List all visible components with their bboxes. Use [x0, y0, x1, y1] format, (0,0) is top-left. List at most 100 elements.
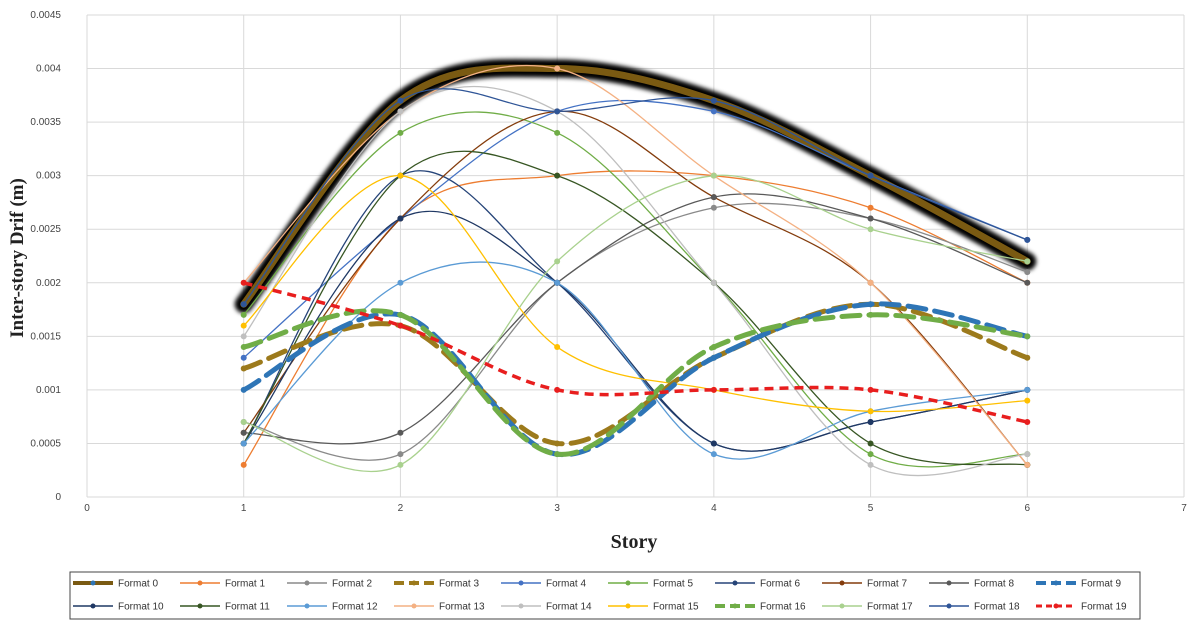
legend-label: Format 16: [760, 602, 806, 613]
legend-marker: [839, 580, 845, 586]
legend-item: Format 13: [394, 602, 485, 613]
series-format-10-point: [397, 215, 404, 222]
series-format-18-point: [1024, 236, 1031, 243]
legend-marker: [625, 603, 631, 609]
series-format-15-point: [867, 408, 874, 415]
series-format-2-point: [1024, 269, 1031, 276]
series-format-18-point: [710, 97, 717, 104]
series-format-18-point: [240, 301, 247, 308]
x-tick-label: 0: [84, 503, 90, 514]
y-tick-label: 0.003: [36, 171, 61, 182]
series-format-19-point: [710, 386, 717, 393]
series-format-16-point: [397, 311, 404, 318]
series-format-0-line: [240, 64, 1031, 308]
legend-item: Format 8: [929, 579, 1014, 590]
series-format-18-line: [243, 88, 1028, 305]
legend-marker: [946, 580, 952, 586]
y-tick-label: 0.0015: [30, 331, 61, 342]
legend: Format 0 Format 1 Format 2 Format 3 Format 4…: [69, 571, 1141, 620]
legend-item: Format 18: [929, 602, 1020, 613]
series-format-8-point: [240, 429, 247, 436]
series-format-15-point: [554, 344, 561, 351]
series-format-2-point: [710, 204, 717, 211]
legend-label: Format 0: [118, 579, 158, 590]
series-format-15-line: [243, 175, 1028, 413]
series-format-19-point: [397, 322, 404, 329]
legend-label: Format 4: [546, 579, 586, 590]
series-format-9-point: [240, 386, 247, 393]
legend-item: Format 0: [73, 579, 158, 590]
series-format-9-point: [710, 354, 717, 361]
series-format-15-point: [397, 172, 404, 179]
series-format-8-point: [397, 429, 404, 436]
legend-label: Format 10: [118, 602, 164, 613]
legend-label: Format 2: [332, 579, 372, 590]
legend-item: Format 10: [73, 602, 164, 613]
legend-label: Format 7: [867, 579, 907, 590]
legend-marker: [411, 580, 417, 586]
series-format-12-point: [1024, 386, 1031, 393]
y-tick-label: 0.002: [36, 278, 61, 289]
legend-item: Format 15: [608, 602, 699, 613]
legend-item: Format 14: [501, 602, 592, 613]
legend-marker: [518, 580, 524, 586]
series-format-14-point: [397, 108, 404, 115]
series-format-14-point: [1024, 451, 1031, 458]
x-tick-label: 5: [868, 503, 874, 514]
y-tick-label: 0.001: [36, 385, 61, 396]
series-format-8-point: [710, 194, 717, 201]
x-tick-label: 4: [711, 503, 717, 514]
series-format-14-point: [240, 333, 247, 340]
legend-marker: [411, 603, 417, 609]
series-format-9-point: [867, 301, 874, 308]
x-tick-label: 1: [241, 503, 247, 514]
legend-label: Format 3: [439, 579, 479, 590]
series-format-17-point: [1024, 258, 1031, 265]
series-format-12-point: [397, 279, 404, 286]
series-format-1-point: [867, 204, 874, 211]
series-format-18-point: [554, 108, 561, 115]
series-format-13-line: [243, 64, 1028, 466]
series-format-5-point: [867, 451, 874, 458]
series-format-10-point: [867, 419, 874, 426]
legend-label: Format 11: [225, 602, 270, 613]
series-format-8-point: [1024, 279, 1031, 286]
series-format-5-line: [243, 111, 1028, 468]
series-format-17-point: [554, 258, 561, 265]
series-format-5-point: [240, 311, 247, 318]
y-axis-title: Inter-story Drif (m): [7, 178, 28, 338]
legend-marker: [197, 580, 203, 586]
legend-item: Format 4: [501, 579, 586, 590]
series-format-16-point: [710, 344, 717, 351]
series-format-3-line: [241, 301, 1030, 447]
x-tick-label: 3: [554, 503, 560, 514]
series-format-11-point: [867, 440, 874, 447]
series-format-18-point: [867, 172, 874, 179]
series-format-17-point: [397, 461, 404, 468]
legend-item: Format 6: [715, 579, 800, 590]
series-format-17-point: [240, 419, 247, 426]
series-format-14-point: [710, 279, 717, 286]
series-format-4-point: [240, 354, 247, 361]
legend-item: Format 2: [287, 579, 372, 590]
y-tick-label: 0.0005: [30, 438, 61, 449]
legend-label: Format 5: [653, 579, 693, 590]
legend-label: Format 17: [867, 602, 913, 613]
legend-marker: [946, 603, 952, 609]
series-format-12-point: [240, 440, 247, 447]
y-tick-label: 0: [55, 492, 61, 503]
legend-marker: [1053, 580, 1059, 586]
series-format-18-point: [397, 97, 404, 104]
series-format-13-point: [867, 279, 874, 286]
y-tick-label: 0.004: [36, 64, 61, 75]
y-tick-label: 0.0025: [30, 224, 61, 235]
legend-label: Format 1: [225, 579, 265, 590]
series-format-13-point: [554, 65, 561, 72]
series-format-8-line: [243, 193, 1028, 445]
legend-label: Format 8: [974, 579, 1014, 590]
legend-label: Format 9: [1081, 579, 1121, 590]
series-format-13-point: [1024, 461, 1031, 468]
series-format-10-line: [243, 210, 1028, 452]
legend-marker: [90, 603, 96, 609]
legend-marker: [304, 580, 310, 586]
